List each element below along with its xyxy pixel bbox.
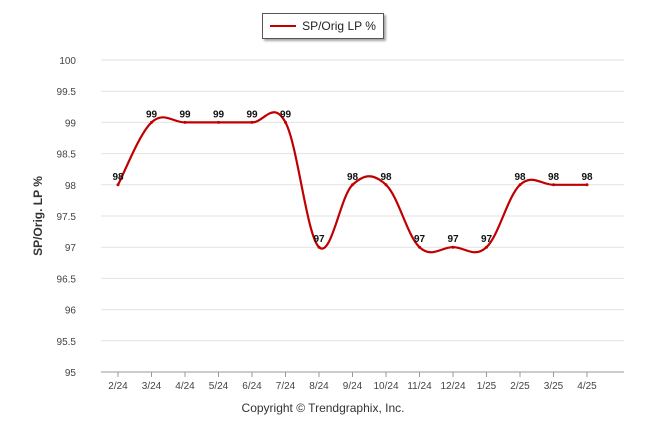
data-label: 99 xyxy=(246,109,258,120)
data-point xyxy=(284,120,287,124)
x-tick-label: 11/24 xyxy=(407,381,432,392)
data-point xyxy=(250,120,254,124)
y-tick-label: 97.5 xyxy=(57,212,77,223)
data-label: 97 xyxy=(313,234,325,245)
data-label: 98 xyxy=(112,172,124,183)
data-label: 97 xyxy=(481,234,493,245)
data-point xyxy=(150,120,153,124)
y-tick-label: 99.5 xyxy=(57,87,77,98)
data-label: 97 xyxy=(447,234,459,245)
series-line xyxy=(117,111,587,254)
data-point xyxy=(585,183,589,187)
data-point xyxy=(217,120,220,124)
data-label: 98 xyxy=(581,172,593,183)
y-tick-label: 95 xyxy=(65,368,77,379)
x-tick-label: 10/24 xyxy=(373,381,398,392)
legend: SP/Orig LP % xyxy=(262,13,384,39)
y-tick-label: 97 xyxy=(65,243,77,254)
data-point xyxy=(485,245,488,249)
legend-swatch xyxy=(270,25,297,27)
y-tick-label: 98 xyxy=(65,181,77,192)
x-tick-label: 5/24 xyxy=(209,381,229,392)
x-tick-label: 7/24 xyxy=(276,381,296,392)
y-tick-label: 96 xyxy=(65,306,77,317)
data-point xyxy=(418,245,421,249)
copyright-text: Copyright © Trendgraphix, Inc. xyxy=(241,401,405,415)
legend-label: SP/Orig LP % xyxy=(302,19,376,33)
data-label: 99 xyxy=(213,109,225,120)
y-tick-label: 99 xyxy=(65,118,77,129)
data-point xyxy=(552,183,555,187)
x-tick-label: 3/25 xyxy=(544,381,564,392)
data-point xyxy=(317,245,321,249)
data-label: 98 xyxy=(347,172,359,183)
data-label: 99 xyxy=(146,109,158,120)
x-tick-label: 12/24 xyxy=(440,381,465,392)
y-tick-label: 100 xyxy=(59,56,76,67)
y-tick-label: 98.5 xyxy=(57,150,77,161)
data-point xyxy=(183,120,187,124)
data-point xyxy=(116,183,120,187)
data-point xyxy=(518,183,522,187)
x-tick-label: 4/25 xyxy=(577,381,597,392)
x-tick-label: 4/24 xyxy=(175,381,195,392)
data-point xyxy=(384,183,388,187)
x-tick-label: 8/24 xyxy=(309,381,329,392)
data-point xyxy=(451,245,455,249)
data-label: 98 xyxy=(380,172,392,183)
data-label: 97 xyxy=(414,234,426,245)
x-tick-label: 1/25 xyxy=(477,381,497,392)
x-tick-label: 6/24 xyxy=(242,381,262,392)
y-axis-title: SP/Orig. LP % xyxy=(31,176,45,256)
data-label: 99 xyxy=(280,109,292,120)
data-label: 98 xyxy=(514,172,526,183)
x-tick-label: 9/24 xyxy=(343,381,363,392)
y-tick-label: 95.5 xyxy=(57,337,77,348)
x-tick-label: 2/24 xyxy=(108,381,128,392)
data-label: 98 xyxy=(548,172,560,183)
x-tick-label: 2/25 xyxy=(510,381,530,392)
data-point xyxy=(351,183,354,187)
x-tick-label: 3/24 xyxy=(142,381,162,392)
data-label: 99 xyxy=(179,109,191,120)
y-tick-label: 96.5 xyxy=(57,274,77,285)
